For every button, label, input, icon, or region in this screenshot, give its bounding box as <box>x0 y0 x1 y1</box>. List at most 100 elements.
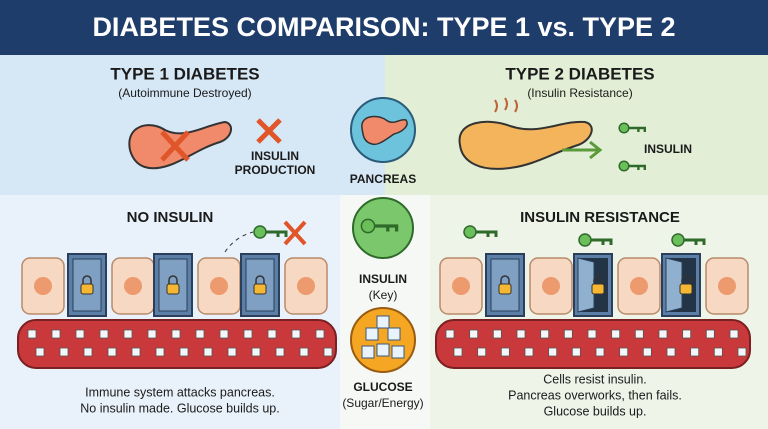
legend-label: GLUCOSE <box>353 380 412 394</box>
pancreas-icon <box>361 115 408 146</box>
glucose-cube <box>171 329 181 339</box>
glucose-cube <box>123 329 133 339</box>
blood-vessel <box>17 319 337 369</box>
lock-shackle <box>681 275 691 284</box>
glucose-cube <box>361 345 375 359</box>
glucose-cube <box>291 329 301 339</box>
caption: Pancreas overworks, then fails. <box>508 388 682 402</box>
glucose-cube <box>203 347 213 357</box>
glucose-cube <box>155 347 165 357</box>
glucose-cube <box>147 329 157 339</box>
glucose-cube <box>619 347 629 357</box>
type1-title: TYPE 1 DIABETES <box>110 64 259 83</box>
lock <box>679 283 693 295</box>
nucleus <box>452 277 470 295</box>
glucose-cube <box>323 347 333 357</box>
production-label: INSULIN <box>251 149 299 163</box>
header-bar <box>0 0 768 55</box>
type2-section-title: INSULIN RESISTANCE <box>520 209 680 226</box>
nucleus <box>34 277 52 295</box>
key <box>374 224 399 232</box>
insulin-label: INSULIN <box>644 142 692 156</box>
caption: Cells resist insulin. <box>543 372 647 386</box>
glucose-cube <box>666 347 676 357</box>
glucose-cube <box>611 329 621 339</box>
x-mark <box>283 220 307 246</box>
lock <box>166 283 180 295</box>
type2-subtitle: (Insulin Resistance) <box>527 86 632 100</box>
damaged-pancreas <box>128 120 232 170</box>
glucose-cube <box>365 327 379 341</box>
glucose-cube <box>516 329 526 339</box>
glucose-cube <box>634 329 644 339</box>
legend-sublabel: (Sugar/Energy) <box>342 396 423 410</box>
key <box>671 233 685 247</box>
nucleus <box>718 277 736 295</box>
lock-shackle <box>168 275 178 284</box>
glucose-cube <box>75 329 85 339</box>
glucose-cube <box>387 327 401 341</box>
arrow <box>562 140 603 160</box>
dashed-path <box>224 231 254 253</box>
glucose-cube <box>83 347 93 357</box>
key <box>253 225 267 239</box>
glucose-cube <box>729 329 739 339</box>
glucose-cube <box>453 347 463 357</box>
lock <box>498 283 512 295</box>
glucose-cube <box>195 329 205 339</box>
nucleus <box>297 277 315 295</box>
glucose-cube <box>275 347 285 357</box>
glucose-cube <box>227 347 237 357</box>
legend-icon <box>352 197 414 259</box>
glucose-cube <box>587 329 597 339</box>
glucose-cube <box>682 329 692 339</box>
glucose-cube <box>642 347 652 357</box>
caption: Glucose builds up. <box>544 404 647 418</box>
glucose-cube <box>595 347 605 357</box>
glucose-cube <box>315 329 325 339</box>
glucose-cube <box>469 329 479 339</box>
type1-subtitle: (Autoimmune Destroyed) <box>118 86 251 100</box>
nucleus <box>630 277 648 295</box>
glucose-cube <box>391 345 405 359</box>
caption: Immune system attacks pancreas. <box>85 385 275 399</box>
key <box>591 238 613 245</box>
glucose-cube <box>524 347 534 357</box>
glucose-cube <box>299 347 309 357</box>
key <box>618 160 630 172</box>
pancreas <box>458 120 593 170</box>
lock <box>253 283 267 295</box>
key <box>628 126 646 132</box>
door-panel <box>490 258 520 312</box>
title: DIABETES COMPARISON: TYPE 1 vs. TYPE 2 <box>92 12 675 42</box>
open-door <box>665 257 683 313</box>
blood-vessel <box>435 319 751 369</box>
lock-shackle <box>593 275 603 284</box>
glucose-cube <box>251 347 261 357</box>
production-label: PRODUCTION <box>235 163 316 177</box>
glucose-cube <box>571 347 581 357</box>
glucose-cube <box>690 347 700 357</box>
lock <box>80 283 94 295</box>
lock-shackle <box>255 275 265 284</box>
x-mark <box>160 130 190 162</box>
key <box>266 230 288 237</box>
key <box>463 225 477 239</box>
glucose-cube <box>35 347 45 357</box>
glucose-cube <box>713 347 723 357</box>
key <box>684 238 706 245</box>
lock-shackle <box>82 275 92 284</box>
glucose-cube <box>59 347 69 357</box>
glucose-cube <box>27 329 37 339</box>
nucleus <box>210 277 228 295</box>
glucose-cube <box>179 347 189 357</box>
type1-section-title: NO INSULIN <box>127 209 214 226</box>
glucose-cube <box>243 329 253 339</box>
glucose-cube <box>540 329 550 339</box>
glucose-cube <box>267 329 277 339</box>
glucose-cube <box>658 329 668 339</box>
lock-shackle <box>500 275 510 284</box>
glucose-cube <box>99 329 109 339</box>
strain-lines <box>494 97 518 113</box>
type2-title: TYPE 2 DIABETES <box>505 64 654 83</box>
